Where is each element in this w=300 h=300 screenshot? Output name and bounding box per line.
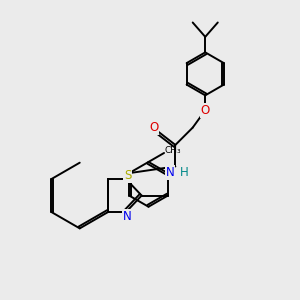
Text: O: O <box>201 104 210 117</box>
Text: N: N <box>166 166 174 179</box>
Text: N: N <box>123 210 132 223</box>
Text: S: S <box>124 169 131 182</box>
Text: CH₃: CH₃ <box>165 146 181 155</box>
Text: H: H <box>180 166 189 179</box>
Text: O: O <box>149 121 158 134</box>
